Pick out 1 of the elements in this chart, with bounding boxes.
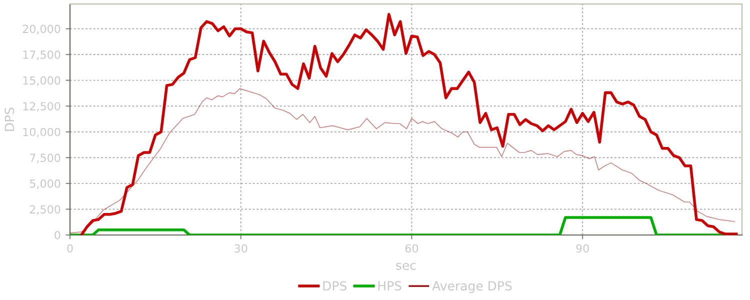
line-series: [80, 12, 738, 235]
